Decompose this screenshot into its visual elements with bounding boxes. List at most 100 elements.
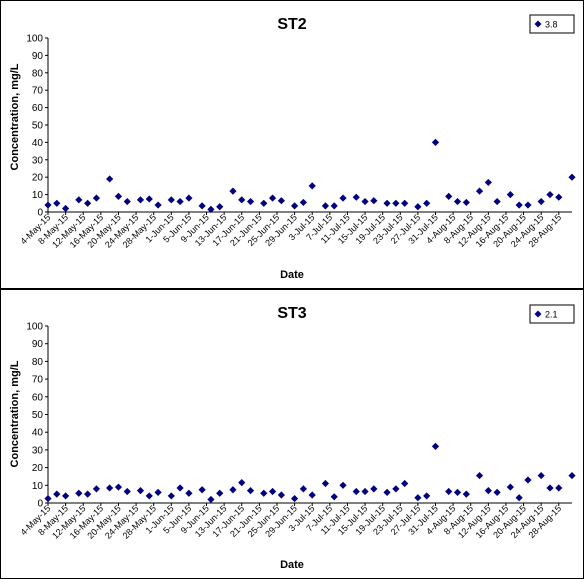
- data-point: [207, 495, 215, 504]
- y-tick-label: 90: [32, 339, 44, 350]
- data-point: [84, 490, 92, 498]
- data-point: [352, 487, 360, 496]
- data-point: [506, 191, 514, 199]
- y-tick-label: 70: [32, 86, 44, 97]
- data-point: [123, 487, 131, 496]
- data-point: [392, 199, 400, 207]
- data-point: [216, 489, 224, 497]
- data-point: [484, 178, 492, 187]
- data-point: [114, 483, 123, 491]
- data-point: [568, 173, 576, 181]
- data-point: [370, 485, 378, 493]
- data-point: [185, 194, 193, 202]
- y-tick-label: 30: [32, 155, 44, 166]
- data-point: [92, 194, 101, 202]
- data-point: [207, 205, 215, 213]
- data-point: [462, 198, 470, 207]
- data-point: [216, 203, 224, 211]
- data-point: [493, 488, 501, 496]
- data-point: [154, 488, 162, 496]
- data-point: [185, 489, 193, 497]
- data-point: [238, 196, 246, 204]
- data-point: [414, 494, 422, 502]
- data-point: [515, 201, 523, 209]
- y-tick-label: 20: [32, 173, 44, 184]
- y-tick-label: 0: [37, 208, 43, 219]
- data-point: [537, 471, 545, 480]
- chart-panel-st2: ST2 Concentration, mg/L Date 3.8 0 10 20 30…: [0, 0, 584, 289]
- data-point: [145, 492, 153, 500]
- chart-panel-st3: ST3 Concentration, mg/L Date 2.1 0 10 20 30…: [0, 289, 584, 579]
- y-tick-label: 60: [32, 103, 44, 114]
- data-point: [462, 490, 470, 498]
- legend-box: [529, 304, 575, 324]
- legend: 3.8: [529, 14, 575, 34]
- data-point: [299, 485, 307, 493]
- data-point: [290, 494, 299, 503]
- data-point: [246, 487, 255, 495]
- data-point: [53, 490, 61, 498]
- legend-marker: [534, 20, 542, 28]
- data-point: [423, 199, 431, 207]
- data-point: [537, 197, 545, 206]
- data-point: [299, 198, 307, 207]
- legend: 2.1: [529, 304, 575, 324]
- y-tick-label: 30: [32, 445, 44, 456]
- chart-title: ST2: [277, 16, 306, 33]
- y-tick-label: 80: [32, 68, 44, 79]
- data-point: [167, 492, 175, 500]
- data-point: [277, 197, 285, 205]
- data-point: [445, 192, 453, 200]
- y-tick-label: 0: [37, 499, 43, 510]
- data-point: [493, 197, 501, 206]
- x-axis-label: Date: [280, 559, 304, 571]
- data-point: [308, 182, 316, 190]
- data-point: [546, 191, 554, 199]
- chart-st3: ST3 Concentration, mg/L Date 2.1 0 10 20 30…: [9, 304, 576, 571]
- data-point: [167, 196, 175, 204]
- data-point: [92, 485, 101, 493]
- data-point: [453, 197, 462, 206]
- data-point: [44, 494, 52, 503]
- legend-marker: [534, 310, 542, 318]
- data-point: [383, 488, 391, 496]
- y-tick-label: 90: [32, 51, 44, 62]
- data-point: [198, 202, 206, 210]
- legend-label: 3.8: [545, 20, 558, 30]
- data-point: [339, 481, 347, 489]
- data-point: [246, 197, 255, 206]
- data-point: [277, 491, 285, 499]
- data-point: [123, 197, 131, 206]
- data-point: [361, 487, 369, 496]
- data-point: [62, 204, 70, 213]
- y-tick-label: 10: [32, 481, 44, 492]
- chart-title: ST3: [277, 305, 306, 322]
- data-point: [75, 196, 83, 204]
- data-point: [431, 442, 440, 450]
- y-tick-label: 60: [32, 392, 44, 403]
- y-tick-label: 70: [32, 375, 44, 386]
- y-tick-label: 40: [32, 428, 44, 439]
- data-point: [268, 194, 277, 202]
- data-point: [352, 193, 360, 201]
- data-point: [62, 492, 70, 500]
- data-point: [453, 488, 462, 496]
- x-axis-label: Date: [280, 269, 304, 281]
- y-tick-label: 50: [32, 121, 44, 132]
- data-point: [555, 484, 563, 492]
- data-point: [75, 489, 83, 497]
- y-tick-label: 40: [32, 138, 44, 149]
- data-point: [145, 195, 153, 203]
- data-point: [106, 175, 114, 183]
- y-tick-label: 100: [26, 34, 43, 45]
- data-point: [484, 487, 492, 495]
- data-point: [423, 492, 431, 500]
- data-point: [330, 202, 338, 210]
- y-tick-label: 100: [26, 322, 43, 333]
- data-point: [515, 494, 523, 502]
- data-point: [392, 485, 400, 493]
- data-point: [53, 199, 61, 207]
- data-point: [506, 483, 514, 491]
- y-tick-label: 20: [32, 463, 44, 474]
- y-tick-label: 50: [32, 410, 44, 421]
